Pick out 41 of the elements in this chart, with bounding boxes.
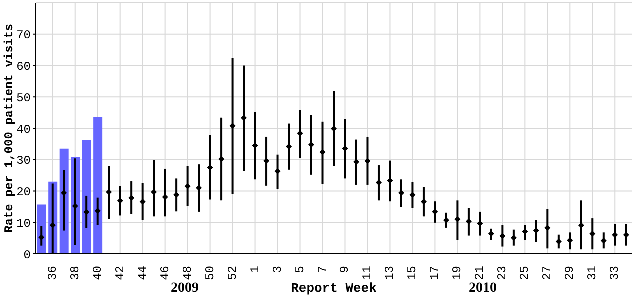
x-tick-label: 46 bbox=[158, 266, 172, 280]
x-axis-title: Report Week bbox=[291, 281, 377, 296]
x-tick-label: 11 bbox=[360, 266, 375, 280]
y-tick-label: 40 bbox=[16, 122, 31, 137]
y-tick-label: 50 bbox=[16, 91, 31, 106]
bar bbox=[82, 140, 92, 254]
x-tick-label: 21 bbox=[473, 266, 488, 280]
x-tick-label: 9 bbox=[338, 266, 352, 274]
x-tick-label: 50 bbox=[203, 266, 218, 280]
x-tick-label: 15 bbox=[406, 266, 420, 280]
x-tick-label: 3 bbox=[270, 266, 285, 274]
x-tick-label: 17 bbox=[428, 266, 442, 280]
x-tick-label: 19 bbox=[450, 266, 465, 280]
x-tick-label: 25 bbox=[518, 266, 532, 280]
y-tick-label: 70 bbox=[16, 28, 31, 43]
y-tick-label: 0 bbox=[24, 248, 31, 262]
y-tick-label: 60 bbox=[16, 60, 31, 74]
bar bbox=[94, 118, 103, 254]
x-tick-label: 7 bbox=[316, 266, 330, 274]
x-tick-label: 36 bbox=[46, 266, 60, 280]
x-tick-label: 33 bbox=[608, 266, 622, 280]
x-tick-label: 5 bbox=[293, 266, 308, 274]
x-tick-label: 1 bbox=[248, 266, 262, 274]
y-tick-label: 20 bbox=[16, 186, 31, 200]
text: 2010 bbox=[469, 281, 497, 297]
x-tick-label: 29 bbox=[563, 266, 578, 280]
x-tick-label: 40 bbox=[90, 266, 105, 280]
x-tick-label: 48 bbox=[180, 266, 195, 280]
x-tick-label: 31 bbox=[586, 266, 600, 280]
y-tick-label: 30 bbox=[16, 154, 31, 168]
x-tick-label: 27 bbox=[540, 266, 555, 280]
x-tick-label: 52 bbox=[226, 266, 240, 280]
text: 2009 bbox=[171, 281, 199, 297]
x-tick-label: 13 bbox=[383, 266, 398, 280]
x-tick-label: 44 bbox=[136, 266, 150, 280]
x-tick-label: 23 bbox=[496, 266, 510, 280]
point bbox=[510, 235, 517, 241]
x-tick-label: 38 bbox=[68, 266, 82, 280]
y-tick-label: 10 bbox=[16, 216, 31, 231]
y-axis-title: Rate per 1,000 patient visits bbox=[2, 24, 16, 233]
x-tick-label: 42 bbox=[113, 266, 128, 280]
